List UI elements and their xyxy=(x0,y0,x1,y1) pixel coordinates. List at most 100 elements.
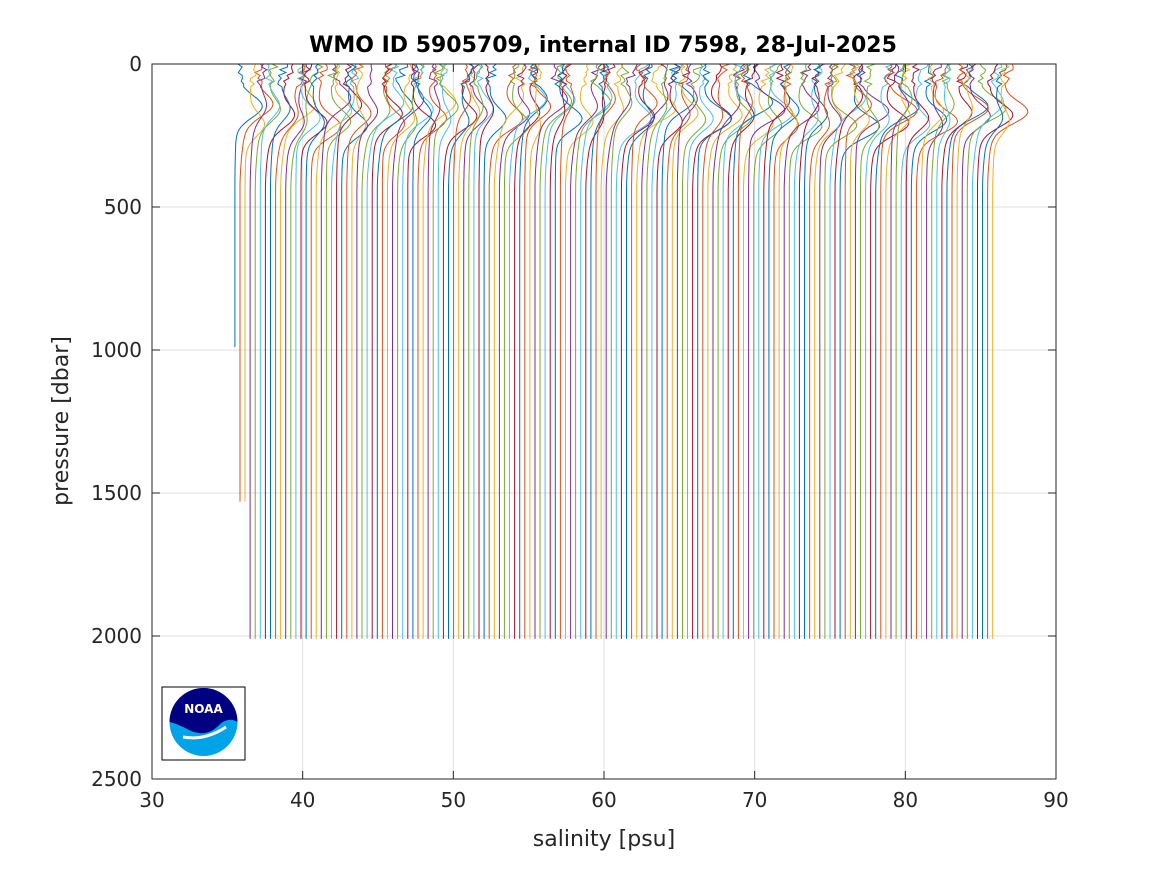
profile-line xyxy=(971,63,1004,639)
profile-line xyxy=(305,63,325,639)
tick-marks xyxy=(151,63,1057,780)
profile-line xyxy=(763,63,791,639)
profile-line xyxy=(900,63,931,639)
profile-line xyxy=(697,63,732,639)
profile-line xyxy=(992,63,1011,639)
profile-line xyxy=(356,63,378,639)
x-tick-label: 60 xyxy=(591,788,616,812)
profile-line xyxy=(519,63,548,639)
profile-line xyxy=(448,63,475,639)
profile-line xyxy=(285,63,312,639)
profile-line xyxy=(921,63,945,639)
profile-line xyxy=(880,63,918,639)
profile-line xyxy=(687,63,714,639)
profile-line xyxy=(849,63,870,639)
profile-line xyxy=(987,63,1029,639)
profile-line xyxy=(844,63,873,639)
profile-line xyxy=(498,63,531,639)
profile-line xyxy=(315,63,353,639)
profile-line xyxy=(809,63,839,639)
profile-line xyxy=(605,63,638,639)
y-axis-label: pressure [dbar] xyxy=(49,336,74,506)
x-tick-label: 30 xyxy=(139,788,164,812)
profile-line xyxy=(702,63,730,639)
profile-line xyxy=(870,63,910,639)
profile-line xyxy=(346,63,372,639)
profile-line xyxy=(951,63,989,639)
profile-line xyxy=(758,63,794,639)
profile-line xyxy=(254,63,281,639)
profile-line xyxy=(860,63,880,639)
profile-line xyxy=(371,63,403,639)
profile-line xyxy=(325,63,352,639)
profile-line xyxy=(259,63,281,639)
profile-line xyxy=(463,63,488,639)
profile-line xyxy=(915,63,959,639)
profile-line xyxy=(427,63,441,639)
profile-line xyxy=(788,63,823,639)
profile-line xyxy=(646,63,669,639)
y-tick-label: 2500 xyxy=(91,767,142,791)
x-axis-label: salinity [psu] xyxy=(533,827,675,852)
profile-line xyxy=(666,63,691,639)
profile-line xyxy=(336,63,363,639)
profile-line xyxy=(798,63,824,639)
profile-line xyxy=(890,63,910,639)
profile-line xyxy=(570,63,603,639)
profile-line xyxy=(468,63,484,639)
profile-line xyxy=(814,63,846,639)
profile-line xyxy=(544,63,576,639)
profile-line xyxy=(865,63,895,639)
profile-line xyxy=(590,63,609,639)
profile-line xyxy=(341,63,368,639)
noaa-logo-text: NOAA xyxy=(184,702,223,716)
profile-line xyxy=(982,63,1008,639)
profile-lines xyxy=(234,63,1029,639)
profile-line xyxy=(397,63,426,639)
profile-line xyxy=(636,63,677,639)
profile-line xyxy=(478,63,495,639)
profile-line xyxy=(656,63,683,639)
profile-line xyxy=(442,63,478,639)
profile-line xyxy=(610,63,633,639)
x-tick-labels: 30 40 50 60 70 80 90 xyxy=(139,788,1068,812)
profile-line xyxy=(270,63,291,639)
profile-line xyxy=(488,63,524,639)
profile-line xyxy=(676,63,698,639)
profile-line xyxy=(926,63,944,639)
profile-line xyxy=(387,63,416,639)
profile-line xyxy=(244,63,266,502)
profile-line xyxy=(946,63,989,639)
profile-line xyxy=(361,63,398,639)
noaa-logo: NOAA xyxy=(161,686,246,761)
profile-line xyxy=(682,63,707,639)
y-tick-labels: 0 500 1000 1500 2000 2500 xyxy=(91,52,142,791)
profile-line xyxy=(839,63,881,639)
profile-line xyxy=(875,63,920,639)
profile-line xyxy=(503,63,531,639)
profile-line xyxy=(575,63,612,639)
profile-line xyxy=(707,63,743,639)
profile-line xyxy=(514,63,541,639)
profile-line xyxy=(732,63,774,639)
profile-line xyxy=(778,63,798,639)
profile-line xyxy=(834,63,864,639)
profile-line xyxy=(977,63,1014,639)
profile-line xyxy=(753,63,783,639)
profile-line xyxy=(631,63,658,639)
profile-line xyxy=(956,63,974,639)
profile-line xyxy=(458,63,481,639)
x-tick-label: 70 xyxy=(742,788,767,812)
y-tick-label: 2000 xyxy=(91,624,142,648)
profile-line xyxy=(854,63,890,639)
profile-line xyxy=(234,63,263,348)
profile-line xyxy=(692,63,733,639)
y-tick-label: 0 xyxy=(129,52,142,76)
y-tick-label: 1500 xyxy=(91,481,142,505)
profile-line xyxy=(824,63,858,639)
profile-line xyxy=(249,63,268,639)
profile-line xyxy=(885,63,911,639)
profile-line xyxy=(641,63,669,639)
profile-line xyxy=(453,63,472,639)
